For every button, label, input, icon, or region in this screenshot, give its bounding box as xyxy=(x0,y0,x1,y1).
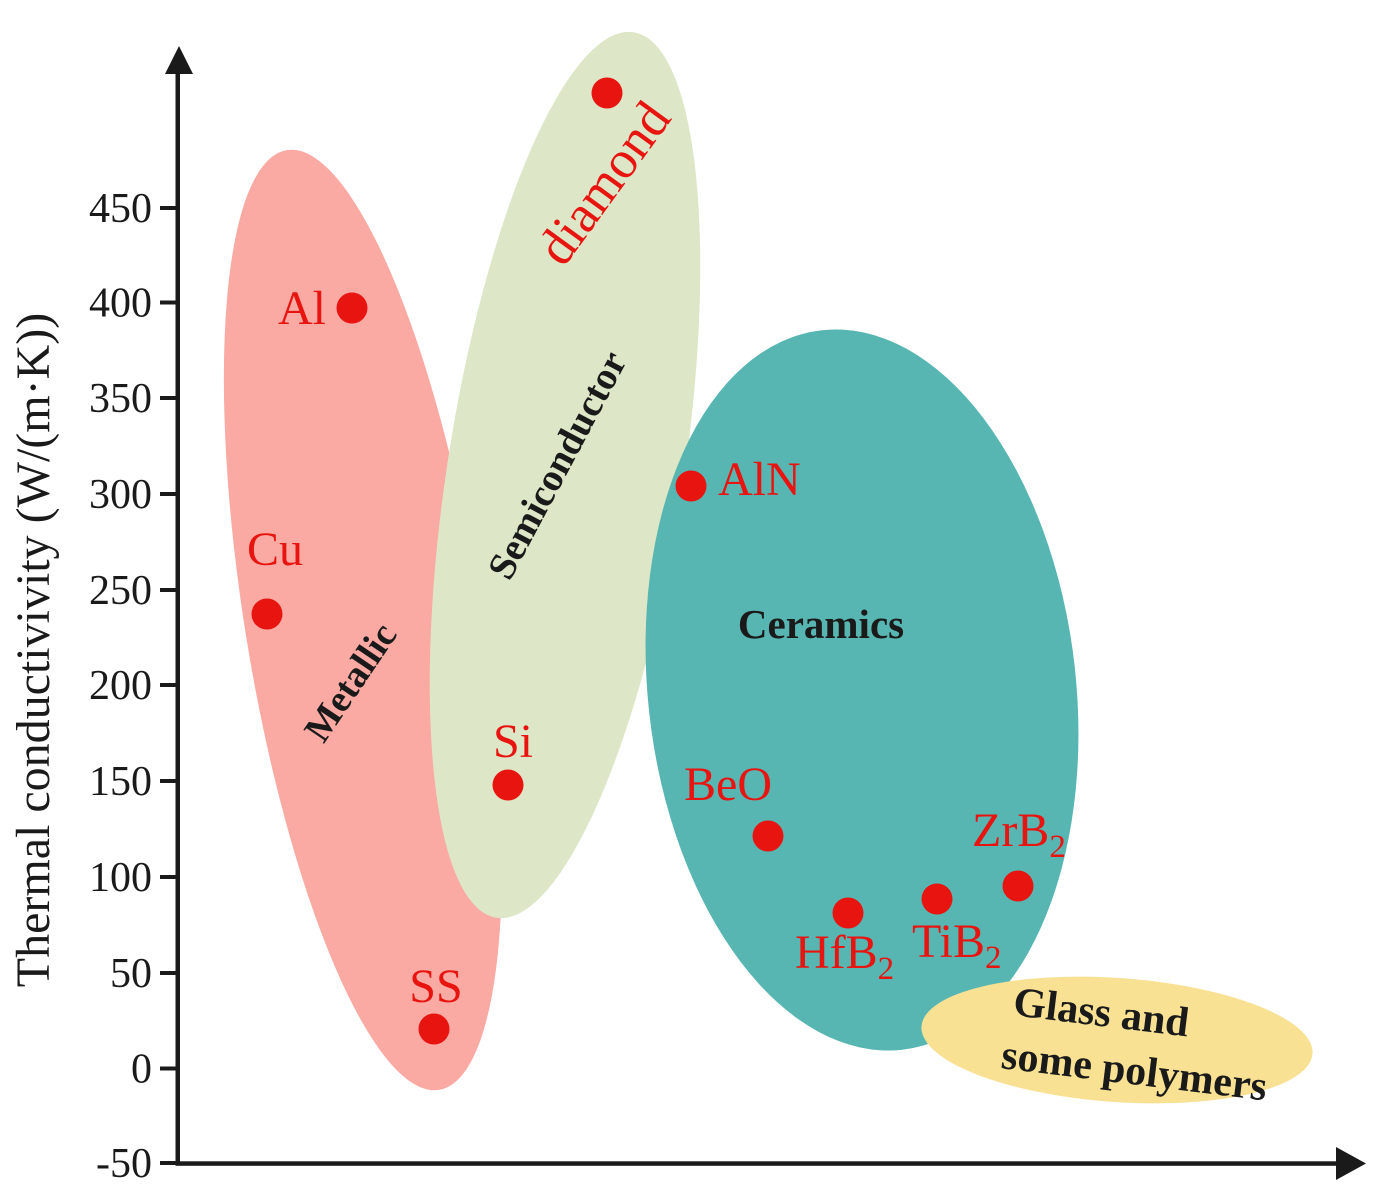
svg-text:450: 450 xyxy=(89,186,152,232)
svg-text:400: 400 xyxy=(89,281,152,327)
svg-text:200: 200 xyxy=(89,663,152,709)
svg-text:100: 100 xyxy=(89,855,152,901)
svg-text:-50: -50 xyxy=(96,1141,152,1186)
svg-text:350: 350 xyxy=(89,376,152,422)
svg-text:HfB2: HfB2 xyxy=(795,926,894,987)
svg-text:Ceramics: Ceramics xyxy=(738,601,904,647)
svg-text:50: 50 xyxy=(110,951,152,997)
svg-text:SS: SS xyxy=(409,960,462,1013)
svg-text:Cu: Cu xyxy=(247,523,303,576)
svg-text:BeO: BeO xyxy=(684,758,772,811)
svg-text:AlN: AlN xyxy=(718,453,801,506)
svg-text:Thermal conductivivity (W/(m·K: Thermal conductivivity (W/(m·K)) xyxy=(7,313,60,987)
svg-text:300: 300 xyxy=(89,472,152,518)
svg-text:Al: Al xyxy=(278,282,326,335)
svg-text:150: 150 xyxy=(89,759,152,805)
svg-text:0: 0 xyxy=(131,1047,152,1093)
svg-text:250: 250 xyxy=(89,568,152,614)
svg-text:Si: Si xyxy=(493,715,533,768)
